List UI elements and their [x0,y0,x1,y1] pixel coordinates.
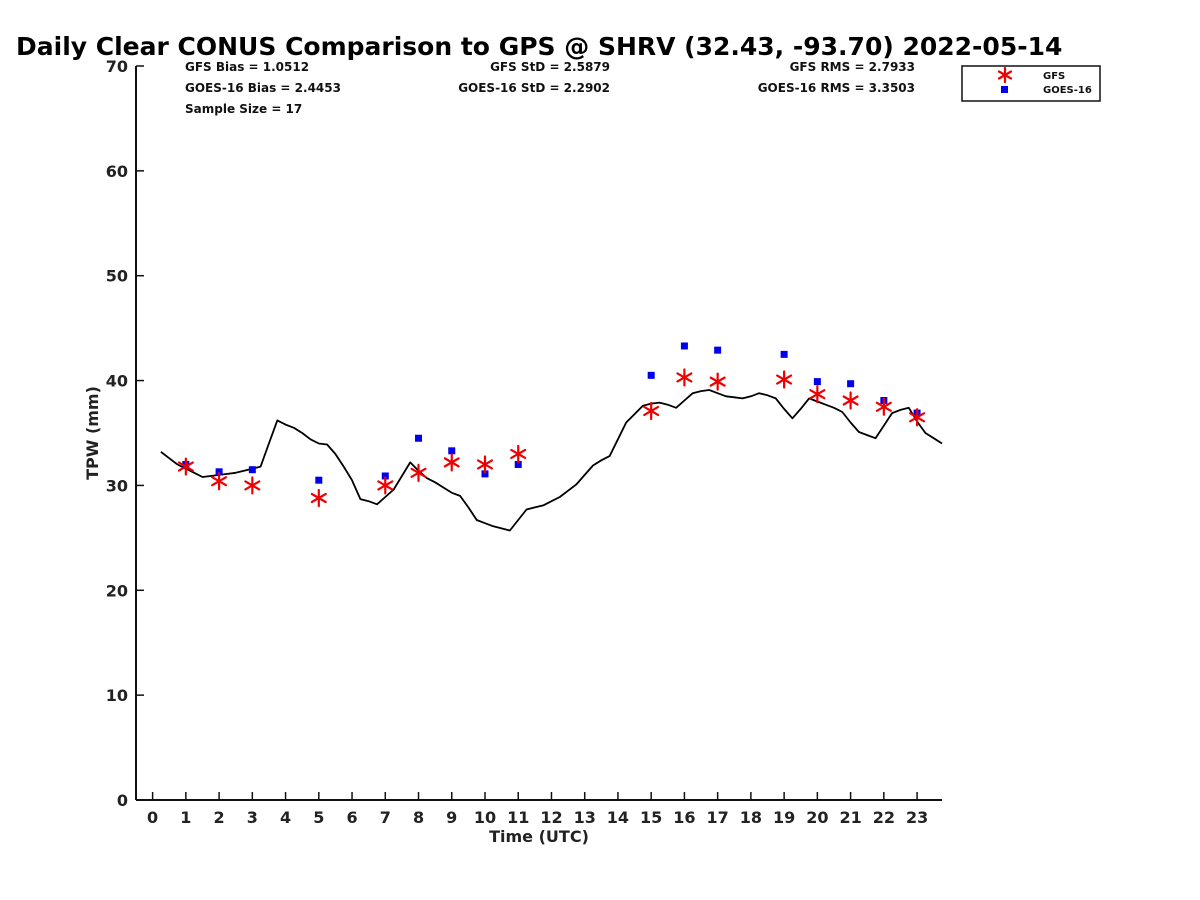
x-tick-label: 8 [413,808,424,827]
y-tick-label: 70 [106,57,128,76]
gfs-point [410,463,427,482]
stat-sample-size: Sample Size = 17 [185,102,302,116]
x-tick-label: 18 [740,808,762,827]
y-tick-label: 50 [106,267,128,286]
gfs-point [776,370,793,389]
stat-goes-bias: GOES-16 Bias = 2.4453 [185,81,341,95]
y-tick-label: 20 [106,581,128,600]
y-tick-label: 40 [106,372,128,391]
x-tick-label: 16 [673,808,695,827]
goes-point [315,476,323,484]
stat-goes-rms: GOES-16 RMS = 3.3503 [758,81,915,95]
x-tick-label: 15 [640,808,662,827]
gfs-point [510,444,527,464]
goes-point [514,460,522,468]
stats-block: GFS Bias = 1.0512 GOES-16 Bias = 2.4453 … [185,60,915,116]
gfs-point [443,453,460,472]
gfs-point [377,476,394,495]
x-tick-label: 9 [446,808,457,827]
goes-point [381,472,389,480]
y-axis-label: TPW (mm) [83,386,102,480]
x-tick-label: 22 [873,808,895,827]
gfs-point [709,372,726,391]
x-tick-label: 12 [540,808,562,827]
goes-point [448,447,456,455]
stat-goes-std: GOES-16 StD = 2.2902 [458,81,610,95]
goes-point [847,380,855,388]
legend-gfs-label: GFS [1043,71,1065,82]
goes-point [248,466,256,474]
chart-title: Daily Clear CONUS Comparison to GPS @ SH… [16,32,1062,61]
gfs-point [211,472,228,491]
gfs-point [809,385,826,404]
goes-point [813,378,821,386]
gfs-point [875,397,892,416]
goes-point [680,342,688,350]
goes-point [481,470,489,478]
x-tick-label: 1 [180,808,191,827]
ticks-layer: 0 1 2 3 4 5 6 7 8 9 10 11 12 13 14 15 16 17 18 19 20 21 22 2301… [106,57,928,827]
x-tick-label: 13 [574,808,596,827]
x-tick-label: 11 [507,808,529,827]
x-tick-label: 14 [607,808,629,827]
y-tick-label: 60 [106,162,128,181]
x-tick-label: 2 [214,808,225,827]
legend-goes-square-icon [1001,86,1008,93]
legend-gfs-asterisk [997,66,1013,84]
gfs-point [476,455,494,474]
legend-goes-label: GOES-16 [1043,85,1092,96]
x-tick-label: 5 [313,808,324,827]
goes-point [215,468,223,476]
x-tick-label: 20 [806,808,828,827]
x-tick-label: 3 [247,808,258,827]
goes-point [647,371,655,379]
x-tick-label: 17 [707,808,729,827]
gfs-point [909,408,926,427]
gfs-point [310,488,327,508]
x-tick-label: 19 [773,808,795,827]
goes-point [780,350,788,358]
legend: GFS GOES-16 [961,65,1101,102]
x-tick-label: 6 [346,808,357,827]
x-tick-label: 0 [147,808,158,827]
goes-point [415,434,423,442]
x-tick-label: 23 [906,808,928,827]
gfs-point [842,391,859,410]
marks-layer [160,342,943,532]
goes-point [714,346,722,354]
y-tick-label: 0 [117,791,128,810]
gfs-point [177,457,194,476]
x-axis-label: Time (UTC) [489,827,589,846]
legend-gfs-asterisk-icon [997,66,1013,84]
series-line-gps [160,389,943,532]
x-tick-label: 7 [380,808,391,827]
x-tick-label: 10 [474,808,496,827]
gfs-point [676,368,693,387]
stat-gfs-bias: GFS Bias = 1.0512 [185,60,309,74]
x-tick-label: 21 [839,808,861,827]
stat-gfs-std: GFS StD = 2.5879 [490,60,610,74]
plot-area: 0 1 2 3 4 5 6 7 8 9 10 11 12 13 14 15 16 17 18 19 20 21 22 2301… [106,57,943,827]
x-tick-label: 4 [280,808,291,827]
y-tick-label: 30 [106,476,128,495]
legend-box [961,65,1101,102]
gfs-point [244,476,261,495]
stat-gfs-rms: GFS RMS = 2.7933 [790,60,915,74]
y-tick-label: 10 [106,686,128,705]
gfs-point [643,401,660,421]
